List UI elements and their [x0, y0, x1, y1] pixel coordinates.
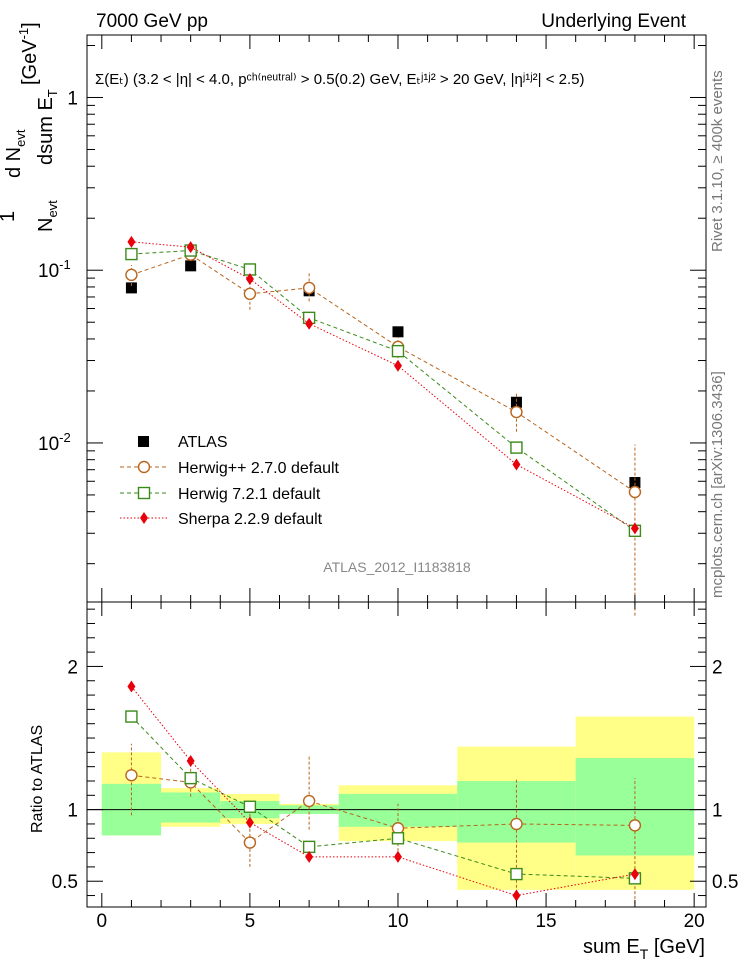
main-panel: 1 10-1 10-2 Σ(Eₜ) (3.2 < |η| < 4.0, pᶜʰ⁽ⁿᵉ…	[0, 22, 707, 616]
herwig7-point	[125, 247, 138, 261]
herwig7-point	[510, 441, 523, 454]
atlas-point	[629, 477, 641, 489]
energy-label: 7000 GeV pp	[96, 11, 208, 32]
x-tick-label: 10	[387, 911, 408, 932]
legend-entry-sherpa: Sherpa 2.2.9 default	[120, 511, 323, 528]
atlas-point	[510, 396, 522, 408]
herwigpp-point	[510, 405, 523, 419]
herwigpp-line	[131, 254, 636, 493]
herwigpp-ratio-point	[243, 836, 257, 849]
herwigpp-point	[628, 485, 642, 499]
ratio-y-axis-label: Ratio to ATLAS	[29, 725, 46, 833]
main-y-tick-label: 10-2	[38, 430, 71, 455]
atlas-point	[185, 260, 197, 272]
series-sherpa	[127, 235, 639, 535]
sherpa-ratio-point	[512, 889, 521, 902]
main-series	[125, 235, 642, 616]
sherpa-point	[245, 272, 254, 285]
atlas-point	[125, 282, 137, 294]
x-tick-label: 0	[97, 911, 108, 932]
legend-marker-atlas	[138, 436, 149, 447]
herwig7-ratio-point	[510, 867, 523, 881]
herwig7-ratio-point	[125, 710, 138, 723]
analysis-id: ATLAS_2012_I1183818	[323, 559, 471, 575]
ylabel-denominator-nevt: Nevt	[35, 200, 60, 232]
sherpa-point	[393, 359, 402, 372]
main-y-tick-label: 10-1	[38, 257, 71, 282]
herwigpp-point	[243, 287, 257, 301]
sherpa-ratio-point	[186, 754, 195, 767]
main-axis-ticks: 1 10-1 10-2	[38, 44, 706, 565]
ratio-y-tick-label: 1	[67, 801, 78, 822]
ratio-y-tick-label-right: 0.5	[712, 872, 738, 893]
ylabel-numerator-one: 1	[0, 211, 19, 222]
legend-entry-atlas: ATLAS	[138, 434, 228, 451]
ylabel-units: [GeV-1]	[16, 22, 41, 85]
sherpa-point	[305, 317, 314, 330]
sherpa-point	[186, 241, 195, 254]
series-atlas	[125, 260, 641, 489]
herwig7-ratio-point	[302, 840, 316, 854]
ratio-plot-frame	[86, 601, 707, 908]
process-label: Underlying Event	[541, 11, 686, 32]
ratio-series-sherpa	[127, 680, 639, 902]
ratio-panel: 0.5 0.5 1 1 2 2 Ratio to ATLAS	[29, 601, 738, 908]
main-y-axis-label: 1 Nevt d Nevt dsum ET [GeV-1]	[0, 22, 60, 232]
herwig7-ratio-point	[243, 800, 257, 813]
ylabel-dsum: dsum ET	[35, 89, 60, 165]
herwigpp-ratio-point	[302, 794, 316, 808]
herwigpp-ratio-point	[125, 769, 138, 782]
x-tick-label: 5	[245, 911, 256, 932]
ylabel-dnevt: d Nevt	[3, 129, 28, 178]
legend-marker-sherpa	[140, 512, 148, 524]
sherpa-point	[512, 458, 521, 471]
herwigpp-point	[125, 268, 138, 282]
herwigpp-ratio-point	[510, 817, 523, 831]
selection-annotation: Σ(Eₜ) (3.2 < |η| < 4.0, pᶜʰ⁽ⁿᵉᵘᵗʳᵃˡ⁾ > 0…	[95, 71, 585, 88]
rivet-version-label: Rivet 3.1.10, ≥ 400k events	[709, 70, 726, 252]
mcplots-label: mcplots.cern.ch [arXiv:1306.3436]	[709, 371, 726, 598]
legend-label-herwig7: Herwig 7.2.1 default	[178, 486, 321, 503]
x-axis-label: sum ET [GeV]	[583, 936, 705, 962]
ratio-band-inner	[161, 792, 221, 823]
sherpa-ratio-point	[393, 850, 402, 863]
herwigpp-point	[302, 281, 316, 295]
atlas-point	[392, 326, 404, 338]
sherpa-ratio-point	[245, 816, 254, 829]
legend-entry-herwig7: Herwig 7.2.1 default	[120, 486, 321, 503]
x-axis-ticks: 0 5 10 15 20	[97, 35, 705, 932]
sherpa-ratio-point	[630, 868, 639, 881]
ratio-series	[125, 680, 642, 905]
legend-marker-herwigpp	[137, 460, 151, 474]
legend-entry-herwigpp: Herwig++ 2.7.0 default	[120, 460, 340, 477]
herwig7-point	[391, 344, 405, 358]
herwigpp-ratio-point	[628, 819, 642, 832]
sherpa-ratio-point	[127, 680, 136, 693]
herwig7-ratio-point	[184, 771, 197, 785]
main-y-tick-label: 1	[67, 88, 78, 109]
ratio-axis-ticks: 0.5 0.5 1 1 2 2	[52, 608, 738, 897]
sherpa-ratio-point	[305, 850, 314, 863]
legend: ATLAS Herwig++ 2.7.0 default Herwig 7.2.…	[120, 434, 340, 528]
ratio-y-tick-label-right: 2	[712, 657, 723, 678]
ratio-y-tick-label-right: 1	[712, 801, 723, 822]
ratio-uncertainty-bands	[87, 716, 706, 890]
x-tick-label: 15	[535, 911, 556, 932]
ratio-y-tick-label: 0.5	[52, 872, 78, 893]
legend-label-atlas: ATLAS	[178, 434, 228, 451]
sherpa-point	[127, 235, 136, 248]
legend-label-sherpa: Sherpa 2.2.9 default	[178, 511, 323, 528]
x-tick-label: 20	[684, 911, 705, 932]
herwig7-ratio-point	[391, 832, 405, 845]
ratio-y-tick-label: 2	[67, 657, 78, 678]
legend-label-herwigpp: Herwig++ 2.7.0 default	[178, 460, 340, 477]
legend-marker-herwig7	[137, 486, 151, 500]
sherpa-point	[630, 522, 639, 535]
